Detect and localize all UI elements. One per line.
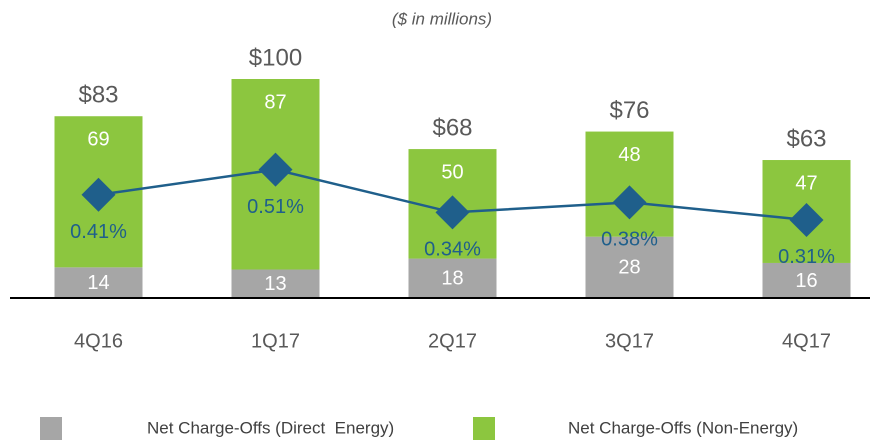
- bar-segment: [54, 267, 143, 298]
- total-label: $63: [786, 125, 826, 152]
- data-label: 48: [618, 144, 640, 166]
- data-label: 18: [441, 268, 463, 290]
- ratio-label: 0.38%: [601, 229, 658, 251]
- bar-segment: [585, 236, 674, 298]
- legend-label: Net Charge-Offs (Non-Energy): [568, 418, 798, 437]
- ratio-marker: [81, 177, 116, 212]
- ratio-marker: [435, 195, 470, 230]
- ratio-marker: [612, 185, 647, 220]
- ratio-marker: [789, 202, 824, 237]
- data-label: 87: [264, 91, 286, 113]
- data-label: 13: [264, 273, 286, 295]
- data-label: 47: [795, 172, 817, 194]
- x-tick-label: 4Q16: [74, 330, 123, 352]
- x-tick-label: 3Q17: [605, 330, 654, 352]
- ratio-marker: [258, 152, 293, 187]
- ratio-label: 0.41%: [70, 221, 127, 243]
- x-tick-label: 4Q17: [782, 330, 831, 352]
- data-label: 50: [441, 161, 463, 183]
- chart-subtitle: ($ in millions): [392, 9, 492, 28]
- ratio-label: 0.34%: [424, 239, 481, 261]
- total-label: $68: [432, 114, 472, 141]
- data-label: 16: [795, 270, 817, 292]
- total-label: $100: [249, 44, 302, 71]
- data-label: 69: [87, 129, 109, 151]
- bar-segment: [408, 258, 497, 298]
- legend-swatch: [40, 417, 62, 440]
- legend-label: Net Charge-Offs (Direct Energy): [147, 418, 394, 437]
- bar-segment: [231, 269, 320, 298]
- x-tick-label: 1Q17: [251, 330, 300, 352]
- x-tick-label: 2Q17: [428, 330, 477, 352]
- total-label: $83: [78, 82, 118, 109]
- legend-swatch: [473, 417, 495, 440]
- bar-segment: [762, 262, 851, 298]
- data-label: 28: [618, 257, 640, 279]
- data-label: 14: [87, 272, 109, 294]
- total-label: $76: [609, 97, 649, 124]
- ratio-label: 0.31%: [778, 246, 835, 268]
- ratio-label: 0.51%: [247, 196, 304, 218]
